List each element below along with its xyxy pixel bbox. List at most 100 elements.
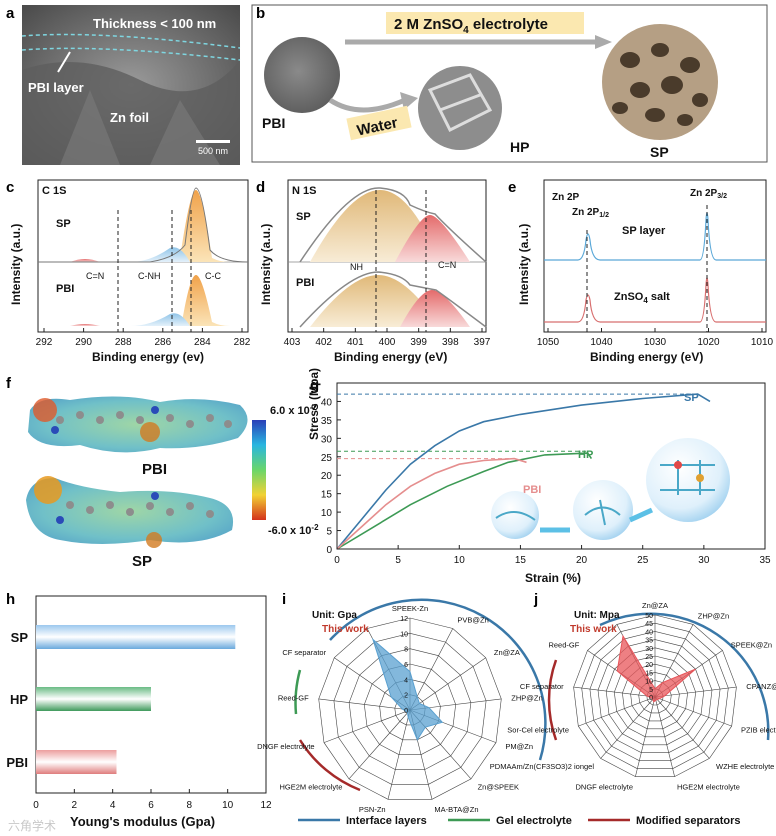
panel-c: c C 1S SP PBI C=N C-NH C-C Intensity (a.… — [6, 179, 251, 364]
xlabel: Binding energy (ev) — [92, 350, 204, 364]
x-tick-label: 402 — [315, 337, 332, 348]
panel-f: f PBI SP 6.0 x 10-2 -6.0 x 10-2 — [6, 375, 319, 570]
radar-ring-label: 30 — [645, 646, 653, 653]
x-tick-label: 35 — [759, 555, 771, 566]
xlabel: Strain (%) — [525, 571, 581, 585]
xlabel: Binding energy (eV) — [590, 350, 703, 364]
salt-spectrum — [544, 276, 766, 323]
panel-letter: c — [6, 179, 14, 196]
radar-spoke-label: MA-BTA@Zn — [434, 805, 478, 814]
pbi-cn-peak — [400, 290, 470, 327]
radar-spoke-label: CF separator — [520, 682, 564, 691]
radar-ring-label: 40 — [645, 629, 653, 636]
watermark: 六角学术 — [8, 818, 56, 833]
x-tick-label: 292 — [36, 337, 53, 348]
pbi-curve-label: PBI — [523, 484, 541, 496]
nitrogen-atom — [51, 426, 59, 434]
arrow-to-hp — [328, 97, 407, 113]
panel-letter: j — [533, 591, 538, 608]
radar-ring — [379, 678, 441, 741]
x-tick-label: 403 — [284, 337, 301, 348]
legend-label: Interface layers — [346, 815, 427, 827]
panel-a: a Thickness < 100 nm PBI layer Zn foil 5… — [6, 5, 241, 165]
radar-ring-label: 0 — [404, 708, 408, 715]
radar-data-area — [371, 637, 444, 741]
pbi-layer-bottom-line — [21, 47, 241, 61]
series-pbi-line — [336, 457, 527, 550]
sp-label: SP — [296, 211, 311, 223]
y-tick-label: 15 — [321, 490, 333, 501]
pbi-disc — [264, 37, 340, 113]
x-tick-label: 286 — [154, 337, 171, 348]
radar-spoke-label: HGE2M electrolyte — [677, 782, 740, 791]
x-tick-label: 10 — [222, 800, 234, 811]
radar-ring — [573, 614, 737, 777]
y-tick-label: 0 — [326, 545, 332, 556]
category-label: HP — [10, 692, 28, 707]
pbi-cnh-peak — [130, 313, 190, 326]
peak-guides — [117, 210, 192, 332]
radar-spoke — [654, 686, 737, 698]
sp-cn-peak — [395, 215, 470, 262]
sp-label: SP — [650, 144, 669, 160]
series-sp-line — [336, 393, 711, 550]
electrolyte-box — [386, 12, 584, 34]
radar-ring — [622, 663, 688, 730]
panel-letter: h — [6, 591, 15, 608]
x-tick-label: 1050 — [537, 337, 560, 348]
radar-spoke-label: Zn@SPEEK — [478, 782, 519, 791]
this-work-label: This work — [570, 624, 617, 635]
ylabel: Intensity (a.u.) — [517, 224, 531, 305]
sp-atoms — [66, 501, 214, 518]
sp-envelope — [38, 187, 249, 263]
colorbar — [252, 420, 266, 520]
radar-spoke-label: ZHP@Zn — [698, 612, 729, 621]
panel-letter: b — [256, 5, 265, 22]
radar-data-area — [616, 634, 696, 703]
x-ticks: 292 290 288 286 284 282 — [36, 328, 251, 348]
sp-cc-peak — [160, 190, 230, 262]
sp-curve-label: SP — [684, 392, 699, 404]
x-tick-label: 8 — [187, 800, 193, 811]
radar-spoke — [654, 696, 675, 777]
bar-pbi — [36, 750, 117, 774]
panel-letter: d — [256, 179, 265, 196]
ylabel: Intensity (a.u.) — [9, 224, 23, 305]
pbi-esp-surface — [28, 396, 248, 453]
radar-ring — [581, 622, 729, 770]
x-tick-label: 0 — [334, 555, 340, 566]
radar-ring-label: 8 — [404, 647, 408, 654]
pbi-bubble — [491, 491, 539, 539]
x-tick-label: 282 — [234, 337, 251, 348]
panel-letter: a — [6, 5, 15, 22]
x-tick-label: 284 — [194, 337, 211, 348]
x-tick-label: 25 — [637, 555, 649, 566]
pbi-label: PBI — [56, 283, 74, 295]
radar-spoke — [635, 696, 656, 777]
pbi-atoms — [56, 411, 232, 428]
x-tick-label: 398 — [442, 337, 459, 348]
x-tick-label: 400 — [379, 337, 396, 348]
water-box — [346, 105, 412, 141]
legend: Interface layers Gel electrolyte Modifie… — [298, 815, 741, 827]
radar-spoke-label: PVB@Zn — [457, 616, 488, 625]
series-hp-line — [336, 452, 593, 550]
sp-cn-peak — [70, 259, 100, 262]
x-ticks: 0 5 10 15 20 25 30 35 — [334, 545, 771, 566]
panel-letter: f — [6, 375, 12, 392]
peak-label: NH — [350, 262, 363, 272]
radar-ring — [605, 647, 705, 746]
ylabel: Intensity (a.u.) — [259, 224, 273, 305]
x-tick-label: 397 — [474, 337, 491, 348]
plateau-lines — [337, 393, 698, 460]
radar-spoke-label: Zn@ZA — [642, 601, 668, 610]
pbi-label: PBI — [262, 115, 285, 131]
electrolyte-label: 2 M ZnSO4 electrolyte — [394, 16, 548, 36]
pbi-arrow — [57, 51, 71, 73]
sp-envelope — [299, 187, 487, 263]
pbi-layer-label: PBI layer — [28, 80, 84, 95]
legend-label: Gel electrolyte — [496, 815, 572, 827]
peak-label: C=N — [438, 260, 456, 270]
sp-sem-disc — [602, 24, 718, 140]
